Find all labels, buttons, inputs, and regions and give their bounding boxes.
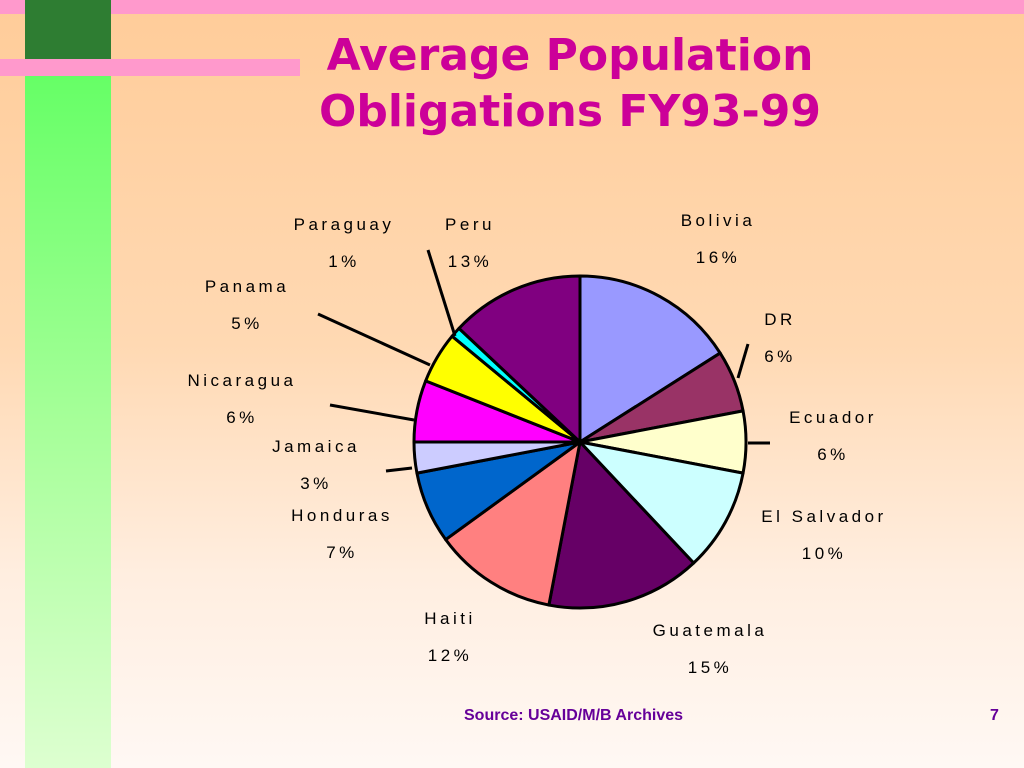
slice-label-nicaragua: Nicaragua	[188, 371, 297, 390]
slice-value-peru: 13%	[448, 252, 493, 271]
slice-value-el-salvador: 10%	[802, 544, 847, 563]
slice-value-panama: 5%	[231, 314, 263, 333]
slice-value-paraguay: 1%	[328, 252, 360, 271]
pie-slice-el-salvador	[578, 440, 745, 565]
leader-line-panama	[317, 312, 431, 367]
slice-value-jamaica: 3%	[300, 474, 332, 493]
source-note: Source: USAID/M/B Archives	[464, 707, 684, 724]
slide-title-line2: Obligations FY93-99	[318, 86, 822, 137]
green-decor-bar-top	[25, 0, 111, 59]
slice-label-honduras: Honduras	[291, 506, 393, 525]
slice-label-el-salvador: El Salvador	[761, 507, 886, 526]
pink-decor-stripe	[0, 59, 300, 76]
slice-value-honduras: 7%	[326, 543, 358, 562]
slice-value-ecuador: 6%	[817, 445, 849, 464]
slice-label-dr: DR	[764, 310, 796, 329]
slice-value-dr: 6%	[764, 347, 796, 366]
pie-slice-guatemala	[547, 440, 696, 610]
slice-value-guatemala: 15%	[688, 658, 733, 677]
slice-value-bolivia: 16%	[696, 248, 741, 267]
pie-slice-peru	[457, 274, 582, 444]
slice-label-bolivia: Bolivia	[681, 211, 756, 230]
page-number: 7	[990, 707, 999, 724]
green-decor-bar	[25, 76, 111, 768]
slice-label-panama: Panama	[205, 277, 289, 296]
leader-line-dr	[736, 343, 750, 379]
slice-value-nicaragua: 6%	[226, 408, 258, 427]
slice-label-peru: Peru	[445, 215, 495, 234]
slice-label-haiti: Haiti	[424, 609, 476, 628]
slice-label-ecuador: Ecuador	[789, 408, 877, 427]
leader-line-nicaragua	[329, 403, 415, 422]
slice-label-guatemala: Guatemala	[653, 621, 768, 640]
slide-title-line1: Average Population	[326, 30, 814, 81]
leader-line-paraguay	[426, 249, 457, 337]
slice-label-paraguay: Paraguay	[294, 215, 395, 234]
slice-label-jamaica: Jamaica	[272, 437, 360, 456]
top-decor-band	[0, 0, 1024, 14]
slice-value-haiti: 12%	[428, 646, 473, 665]
leader-line-jamaica	[385, 466, 413, 473]
pie-slice-haiti	[444, 440, 582, 607]
slide-title: Average Population Obligations FY93-99	[220, 28, 920, 140]
pie-slice-bolivia	[578, 274, 722, 444]
